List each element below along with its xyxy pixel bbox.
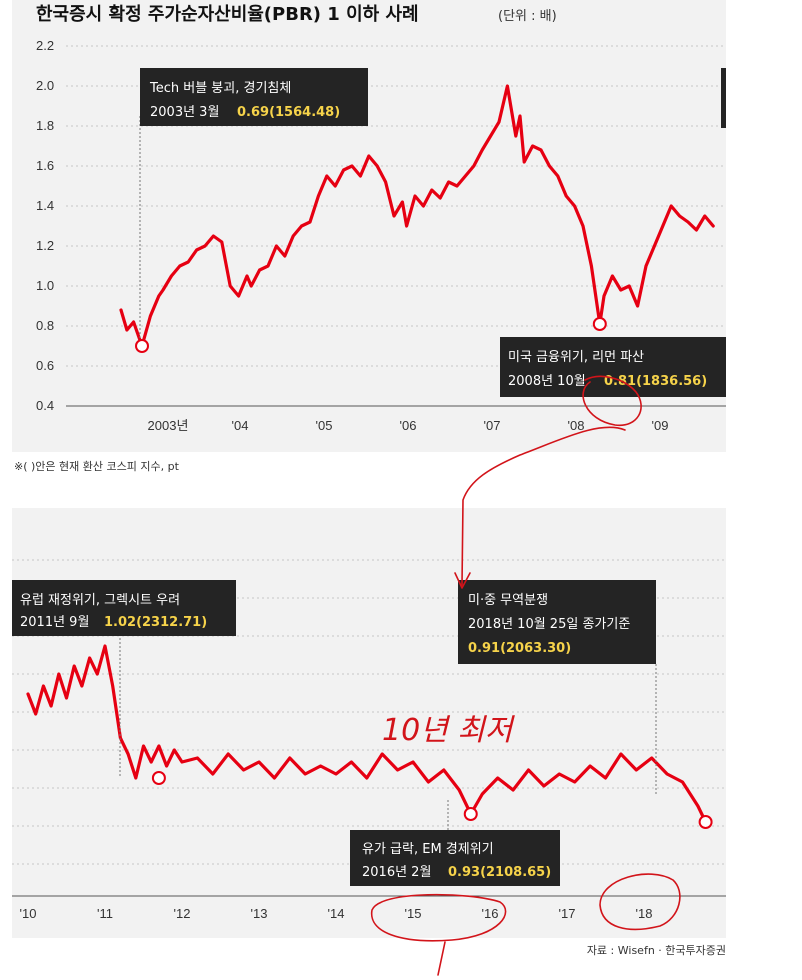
annotation-tech-bubble: Tech 버블 붕괴, 경기침체 2003년 3월 0.69(1564.48) [139, 68, 368, 348]
x-tick-label: '08 [568, 418, 585, 433]
bottom-series-line [26, 644, 708, 824]
source-label: 자료 : Wisefn · 한국투자증권 [587, 944, 726, 957]
annotation-title-2016: 유가 급락, EM 경제위기 [362, 842, 494, 857]
annotation-title-2011: 유럽 재정위기, 그렉시트 우려 [20, 593, 180, 608]
ink-tail [437, 941, 446, 976]
top-y-ticks: 2.2 2.0 1.8 1.6 1.4 1.2 1.0 0.8 0.6 0.4 [36, 38, 54, 413]
annotation-grexit: 유럽 재정위기, 그렉시트 우려 2011년 9월 1.02(2312.71) [12, 580, 236, 778]
x-tick-label: 2003년 [148, 418, 189, 433]
annotation-box-2008 [500, 337, 726, 397]
annotation-title-2018: 미·중 무역분쟁 [468, 593, 548, 608]
marker-2011 [151, 771, 166, 785]
annotation-value-2008: 0.81(1836.56) [604, 374, 707, 389]
x-tick-label: '10 [20, 906, 37, 921]
annotation-oil: 유가 급락, EM 경제위기 2016년 2월 0.93(2108.65) [350, 800, 560, 886]
ink-note-text: 10년 최저 [382, 713, 516, 748]
x-tick-label: '04 [232, 418, 249, 433]
annotation-date-2016: 2016년 2월 [362, 865, 431, 880]
annotation-value-2018: 0.91(2063.30) [468, 641, 571, 656]
annotation-box-2016 [350, 830, 560, 886]
annotation-title-2003: Tech 버블 붕괴, 경기침체 [149, 81, 291, 96]
annotation-title-2008: 미국 금융위기, 리먼 파산 [508, 350, 644, 365]
y-tick-label: 1.6 [36, 158, 54, 173]
ink-arrow-line [461, 426, 626, 586]
marker-2003 [135, 339, 149, 353]
x-tick-label: '07 [484, 418, 501, 433]
ink-circle-18 [599, 873, 681, 931]
x-tick-label: '09 [652, 418, 669, 433]
handwritten-ink: 10년 최저 [370, 375, 681, 976]
annotation-value-2011: 1.02(2312.71) [104, 615, 207, 630]
annotation-value-2003: 0.69(1564.48) [237, 105, 340, 120]
top-gridlines [66, 45, 726, 407]
top-series-line [119, 84, 715, 348]
y-tick-label: 2.0 [36, 78, 54, 93]
annotation-value-2016: 0.93(2108.65) [448, 865, 551, 880]
y-tick-label: 1.8 [36, 118, 54, 133]
annotation-box-2003 [140, 68, 368, 126]
marker-2008 [592, 317, 607, 331]
cutoff-box [721, 68, 726, 128]
annotation-lehman: 미국 금융위기, 리먼 파산 2008년 10월 0.81(1836.56) [500, 337, 726, 397]
annotation-box-2018 [458, 580, 656, 664]
chart-title: 한국증시 확정 주가순자산비율(PBR) 1 이하 사례 [36, 4, 419, 25]
x-tick-label: '15 [405, 906, 422, 921]
x-tick-label: '11 [97, 906, 113, 921]
y-tick-label: 1.0 [36, 278, 54, 293]
y-tick-label: 0.6 [36, 358, 54, 373]
unit-label: (단위 : 배) [498, 9, 557, 24]
y-tick-label: 1.2 [36, 238, 54, 253]
ink-circle-2008 [582, 375, 642, 426]
ink-arrowhead [454, 572, 471, 589]
marker-2018 [698, 815, 713, 829]
x-tick-label: '06 [400, 418, 417, 433]
x-tick-label: '13 [251, 906, 268, 921]
annotation-date-2003: 2003년 3월 [150, 105, 219, 120]
top-x-ticks: 2003년 '04 '05 '06 '07 '08 '09 [148, 418, 669, 433]
annotation-date-2011: 2011년 9월 [20, 615, 89, 630]
annotation-date-2018: 2018년 10월 25일 종가기준 [468, 617, 630, 632]
y-tick-label: 0.8 [36, 318, 54, 333]
x-tick-label: '18 [636, 906, 653, 921]
footnote: ※( )안은 현재 환산 코스피 지수, pt [14, 460, 180, 473]
x-tick-label: '05 [316, 418, 333, 433]
x-tick-label: '14 [328, 906, 345, 921]
bottom-x-ticks: '10 '11 '12 '13 '14 '15 '16 '17 '18 [20, 906, 653, 921]
x-tick-label: '17 [559, 906, 576, 921]
annotation-trade-war: 미·중 무역분쟁 2018년 10월 25일 종가기준 0.91(2063.30… [458, 580, 657, 796]
marker-2016 [463, 807, 478, 821]
x-tick-label: '16 [482, 906, 499, 921]
y-tick-label: 0.4 [36, 398, 54, 413]
ink-circle-15-16 [370, 893, 507, 942]
y-tick-label: 1.4 [36, 198, 54, 213]
annotation-box-2011 [12, 580, 236, 636]
annotation-date-2008: 2008년 10월 [508, 374, 586, 389]
x-tick-label: '12 [174, 906, 191, 921]
y-tick-label: 2.2 [36, 38, 54, 53]
